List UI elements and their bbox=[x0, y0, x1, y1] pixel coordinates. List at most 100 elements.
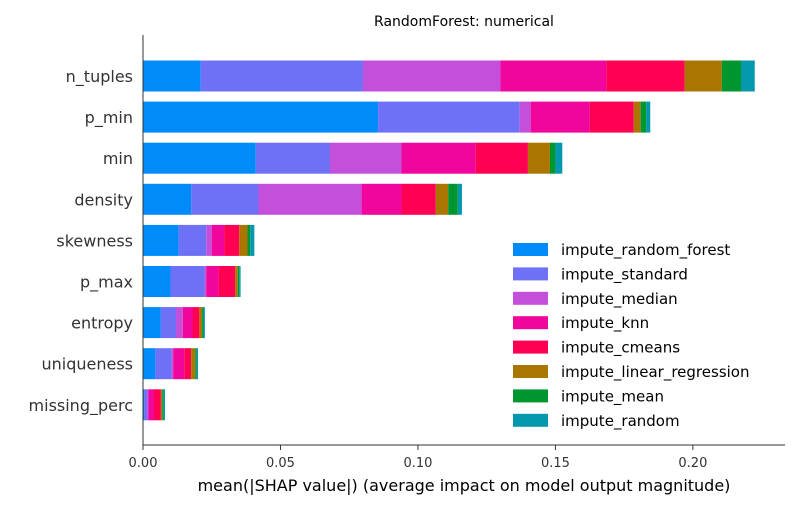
category-label-uniqueness: uniqueness bbox=[41, 355, 133, 374]
legend-label-impute_mean: impute_mean bbox=[561, 387, 664, 406]
bar-segment-p_max-impute_random bbox=[239, 266, 241, 297]
legend-label-impute_knn: impute_knn bbox=[561, 314, 649, 333]
bar-segment-entropy-impute_knn bbox=[182, 307, 193, 339]
bar-segment-min-impute_mean bbox=[549, 142, 556, 174]
bar-segment-density-impute_mean bbox=[448, 183, 458, 215]
bar-segment-skewness-impute_knn bbox=[211, 224, 225, 256]
legend-label-impute_linear_regression: impute_linear_regression bbox=[561, 363, 749, 382]
bar-segment-p_min-impute_standard bbox=[378, 101, 520, 133]
bar-segment-p_max-impute_knn bbox=[206, 266, 219, 297]
bar-segment-p_min-impute_cmeans bbox=[589, 101, 634, 133]
legend-swatch-impute_linear_regression bbox=[513, 365, 548, 378]
bar-segment-entropy-impute_random bbox=[203, 307, 205, 339]
bar-segment-missing_perc-impute_cmeans bbox=[154, 389, 161, 421]
bar-segment-min-impute_knn bbox=[401, 142, 476, 174]
bar-segment-entropy-impute_median bbox=[175, 307, 183, 339]
bar-segment-density-impute_random_forest bbox=[143, 183, 192, 215]
legend-label-impute_random_forest: impute_random_forest bbox=[561, 241, 730, 260]
bar-segment-n_tuples-impute_random_forest bbox=[143, 60, 201, 92]
category-label-min: min bbox=[103, 149, 133, 168]
category-label-p_max: p_max bbox=[80, 273, 133, 293]
bar-segment-missing_perc-impute_random_forest bbox=[143, 389, 145, 421]
x-ticks: 0.00 0.05 0.10 0.15 0.20 bbox=[129, 445, 707, 471]
bar-segment-min-impute_random bbox=[555, 142, 563, 174]
bar-segment-density-impute_standard bbox=[191, 183, 259, 215]
bar-segment-uniqueness-impute_median bbox=[171, 348, 174, 380]
bar-segment-skewness-impute_linear_regression bbox=[239, 224, 248, 256]
bar-segment-missing_perc-impute_standard bbox=[144, 389, 148, 421]
bar-segment-uniqueness-impute_knn bbox=[173, 348, 185, 380]
x-tick-label: 0.10 bbox=[403, 456, 432, 471]
bar-segment-entropy-impute_cmeans bbox=[192, 307, 200, 339]
bar-segment-p_min-impute_mean bbox=[640, 101, 647, 133]
category-label-missing_perc: missing_perc bbox=[29, 396, 133, 416]
x-tick-label: 0.20 bbox=[678, 456, 707, 471]
bar-segment-uniqueness-impute_random bbox=[196, 348, 198, 380]
bar-segment-missing_perc-impute_random bbox=[163, 389, 165, 421]
bar-segment-skewness-impute_random_forest bbox=[143, 224, 179, 256]
bar-segment-entropy-impute_random_forest bbox=[143, 307, 161, 339]
legend-swatch-impute_cmeans bbox=[513, 340, 548, 354]
legend-swatch-impute_random bbox=[513, 413, 548, 427]
x-tick-label: 0.05 bbox=[266, 456, 295, 471]
legend-swatch-impute_mean bbox=[513, 389, 548, 403]
bar-segment-n_tuples-impute_mean bbox=[721, 60, 742, 92]
bar-segment-density-impute_random bbox=[457, 183, 462, 215]
bar-segment-p_max-impute_median bbox=[204, 266, 207, 297]
bar-segment-n_tuples-impute_linear_regression bbox=[684, 60, 722, 92]
legend-swatch-impute_knn bbox=[513, 316, 548, 330]
bar-segment-uniqueness-impute_mean bbox=[195, 348, 197, 380]
bar-segment-n_tuples-impute_cmeans bbox=[606, 60, 685, 92]
category-label-p_min: p_min bbox=[85, 108, 133, 128]
bar-segment-n_tuples-impute_median bbox=[362, 60, 501, 92]
bar-segment-min-impute_median bbox=[329, 142, 402, 174]
category-label-entropy: entropy bbox=[71, 314, 133, 333]
bar-segment-skewness-impute_random bbox=[250, 224, 255, 256]
bar-segment-min-impute_standard bbox=[255, 142, 330, 174]
chart-title: RandomForest: numerical bbox=[374, 14, 554, 30]
bar-segment-density-impute_knn bbox=[361, 183, 402, 215]
category-label-density: density bbox=[74, 190, 133, 209]
bar-segment-density-impute_linear_regression bbox=[435, 183, 449, 215]
bar-segment-p_min-impute_random bbox=[646, 101, 651, 133]
bar-segment-missing_perc-impute_knn bbox=[148, 389, 154, 421]
bar-segment-uniqueness-impute_random_forest bbox=[143, 348, 156, 380]
bar-segment-missing_perc-impute_median bbox=[147, 389, 149, 421]
category-label-skewness: skewness bbox=[56, 231, 133, 250]
bar-segment-uniqueness-impute_standard bbox=[155, 348, 172, 380]
bar-segment-missing_perc-impute_linear_regression bbox=[160, 389, 163, 421]
bar-segment-density-impute_cmeans bbox=[401, 183, 436, 215]
bar-segment-min-impute_cmeans bbox=[475, 142, 528, 174]
x-axis-label: mean(|SHAP value|) (average impact on mo… bbox=[198, 476, 731, 495]
legend-label-impute_random: impute_random bbox=[561, 412, 680, 431]
bar-segment-p_max-impute_mean bbox=[237, 266, 240, 297]
category-label-n_tuples: n_tuples bbox=[66, 67, 133, 87]
bar-segment-missing_perc-impute_mean bbox=[162, 389, 164, 421]
bar-segment-n_tuples-impute_knn bbox=[500, 60, 607, 92]
bar-segment-p_min-impute_linear_regression bbox=[633, 101, 641, 133]
bar-segment-skewness-impute_mean bbox=[247, 224, 251, 256]
legend-label-impute_median: impute_median bbox=[561, 290, 678, 309]
legend-swatch-impute_standard bbox=[513, 267, 548, 281]
bar-segment-uniqueness-impute_linear_regression bbox=[191, 348, 196, 380]
bar-segment-n_tuples-impute_random bbox=[741, 60, 755, 92]
legend-swatch-impute_random_forest bbox=[513, 243, 548, 256]
bar-segment-n_tuples-impute_standard bbox=[200, 60, 363, 92]
bar-segment-p_max-impute_linear_regression bbox=[235, 266, 238, 297]
legend-swatch-impute_median bbox=[513, 291, 548, 305]
bar-segment-density-impute_median bbox=[258, 183, 362, 215]
legend-label-impute_standard: impute_standard bbox=[561, 265, 688, 284]
legend-label-impute_cmeans: impute_cmeans bbox=[561, 339, 680, 358]
bar-segment-min-impute_linear_regression bbox=[527, 142, 550, 174]
bar-segment-p_min-impute_random_forest bbox=[143, 101, 379, 133]
bar-segment-skewness-impute_cmeans bbox=[224, 224, 240, 256]
x-tick-label: 0.00 bbox=[129, 456, 158, 471]
bar-segment-uniqueness-impute_cmeans bbox=[184, 348, 192, 380]
bar-segment-entropy-impute_linear_regression bbox=[199, 307, 203, 339]
bar-segment-p_max-impute_standard bbox=[170, 266, 205, 297]
bar-segment-min-impute_random_forest bbox=[143, 142, 256, 174]
legend: impute_random_forest impute_standardimput… bbox=[513, 241, 749, 431]
